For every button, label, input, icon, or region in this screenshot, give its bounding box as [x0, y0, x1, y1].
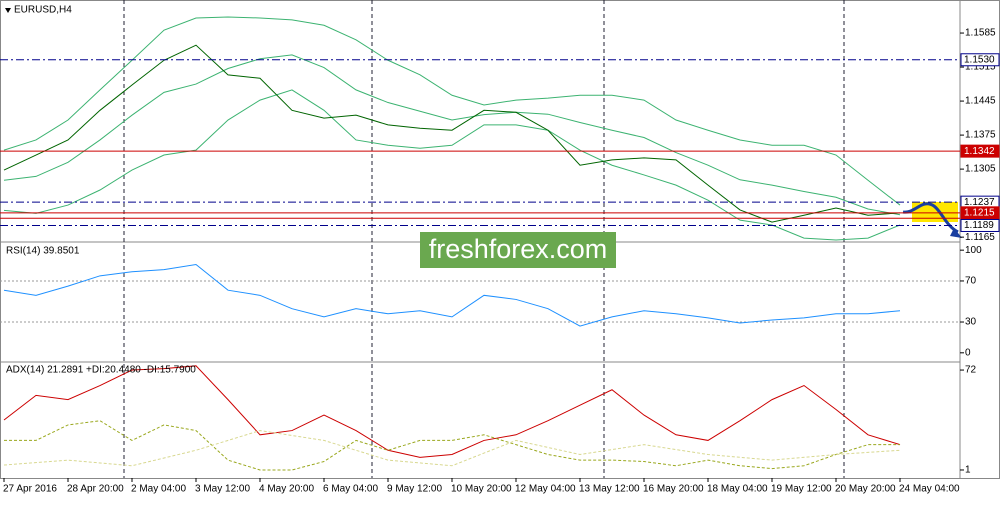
forecast-box [912, 202, 958, 222]
y-tick-label: 30 [965, 317, 977, 328]
x-tick-label: 18 May 04:00 [707, 484, 768, 495]
x-tick-label: 10 May 20:00 [451, 484, 512, 495]
x-tick-label: 20 May 20:00 [835, 484, 896, 495]
menu-arrow [5, 8, 11, 13]
x-tick-label: 6 May 04:00 [323, 484, 378, 495]
y-tick-label: 1.1445 [965, 96, 996, 107]
x-tick-label: 12 May 04:00 [515, 484, 576, 495]
watermark-box [420, 232, 616, 268]
x-tick-label: 27 Apr 2016 [3, 484, 57, 495]
bollinger-band [3, 89, 901, 241]
y-tick-label: 72 [965, 365, 977, 376]
y-tick-label: 1.1585 [965, 28, 996, 39]
marks: 1.1585 1.1515 1.1445 1.1375 1.1305 1.1165 100 7… [0, 0, 996, 495]
price-tag-label: 1.1215 [964, 207, 995, 218]
x-tick-label: 19 May 12:00 [771, 484, 832, 495]
price-tag [960, 53, 1000, 67]
y-tick-label: 1.1165 [965, 232, 995, 243]
y-tick-label: 0 [965, 347, 971, 358]
symbol-label: EURUSD,H4 [14, 5, 72, 16]
y-tick-label: 100 [965, 245, 982, 256]
x-tick-label: 16 May 20:00 [643, 484, 704, 495]
price-tag-label: 1.1237 [964, 197, 995, 208]
forecast-arrowhead [950, 228, 962, 238]
price-tag-label: 1.1189 [964, 220, 994, 231]
y-tick-label: 1 [965, 465, 971, 476]
close-price [3, 44, 901, 223]
x-tick-label: 2 May 04:00 [131, 484, 186, 495]
y-tick-label: 1.1375 [965, 130, 996, 141]
y-tick-label: 1.1515 [965, 62, 996, 73]
price-tag [960, 144, 1000, 158]
rsi-line [3, 264, 901, 327]
x-tick-label: 9 May 12:00 [387, 484, 442, 495]
rsi-header: RSI(14) 39.8501 [6, 246, 80, 257]
adx-line [3, 365, 901, 458]
adx-header: ADX(14) 21.2891 +DI:20.4480 -DI:15.7900 [6, 365, 196, 376]
x-tick-label: 28 Apr 20:00 [67, 484, 124, 495]
bollinger-band [3, 16, 901, 206]
adx-line [3, 430, 901, 467]
price-tag-label: 1.1342 [964, 146, 995, 157]
y-tick-label: 70 [965, 276, 977, 287]
x-tick-label: 24 May 04:00 [899, 484, 960, 495]
price-tag [960, 218, 1000, 232]
price-tag [960, 206, 1000, 220]
price-tag-label: 1.1530 [964, 54, 995, 65]
x-tick-label: 4 May 20:00 [259, 484, 314, 495]
x-tick-label: 13 May 12:00 [579, 484, 640, 495]
y-tick-label: 1.1305 [965, 164, 996, 175]
adx-line [4, 420, 900, 471]
watermark: freshforex.com [429, 234, 608, 264]
x-tick-label: 3 May 12:00 [195, 484, 250, 495]
bollinger-band [3, 54, 901, 216]
